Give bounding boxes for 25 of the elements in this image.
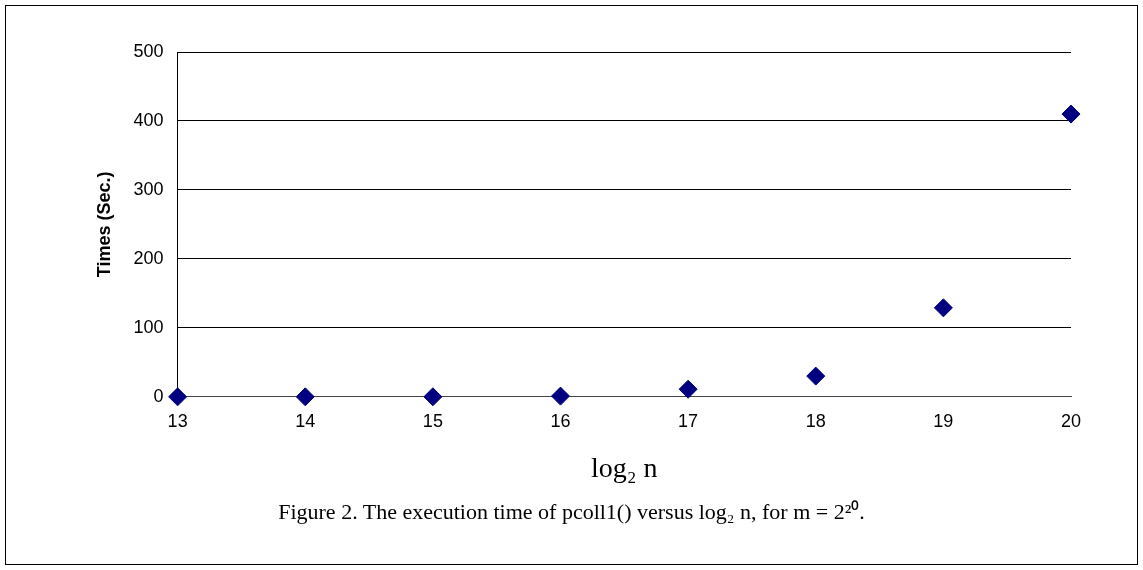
x-tick-label: 17 bbox=[678, 410, 699, 431]
y-tick-label: 300 bbox=[133, 178, 164, 199]
x-tick-label: 16 bbox=[550, 410, 571, 431]
point bbox=[295, 387, 315, 407]
y-axis-title: Times (Sec.) bbox=[93, 171, 114, 278]
y-tick-label: 500 bbox=[133, 40, 164, 61]
x-tick-label: 20 bbox=[1060, 410, 1082, 431]
x-tick-label: 19 bbox=[933, 410, 954, 431]
x-tick-label: 15 bbox=[422, 410, 443, 431]
x-tick-label: 14 bbox=[295, 410, 316, 431]
point bbox=[168, 387, 188, 407]
y-tick-label: 0 bbox=[153, 385, 164, 406]
point bbox=[551, 386, 570, 406]
y-tick-label: 200 bbox=[133, 247, 164, 268]
point bbox=[933, 298, 953, 318]
point bbox=[806, 366, 826, 386]
point bbox=[1061, 104, 1081, 124]
y-tick-label: 100 bbox=[133, 316, 164, 337]
x-tick-label: 18 bbox=[805, 410, 826, 431]
x-axis-title: log₂ n bbox=[591, 451, 658, 483]
y-tick-label: 400 bbox=[133, 109, 164, 130]
caption: Figure 2. The execution time of pcoll1() versus log₂ n, for m = 2²⁰. bbox=[277, 498, 866, 525]
x-tick-label: 13 bbox=[167, 410, 188, 431]
point bbox=[423, 387, 443, 407]
point bbox=[678, 379, 698, 399]
